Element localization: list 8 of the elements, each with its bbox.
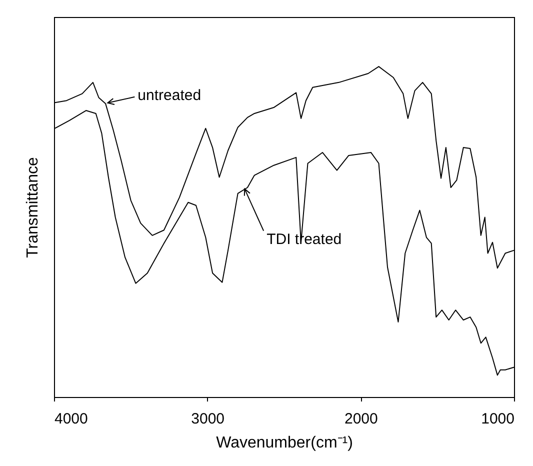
x-axis-title: Wavenumber(cm⁻¹)	[216, 434, 353, 452]
annotation: TDI treated	[266, 230, 342, 248]
x-tick-label: 3000	[191, 410, 225, 428]
x-tick-label: 4000	[54, 410, 88, 428]
y-axis-title: Transmittance	[24, 157, 42, 258]
annotation: untreated	[138, 86, 202, 104]
x-tick-label: 1000	[481, 410, 514, 428]
x-tick-label: 2000	[344, 410, 378, 428]
